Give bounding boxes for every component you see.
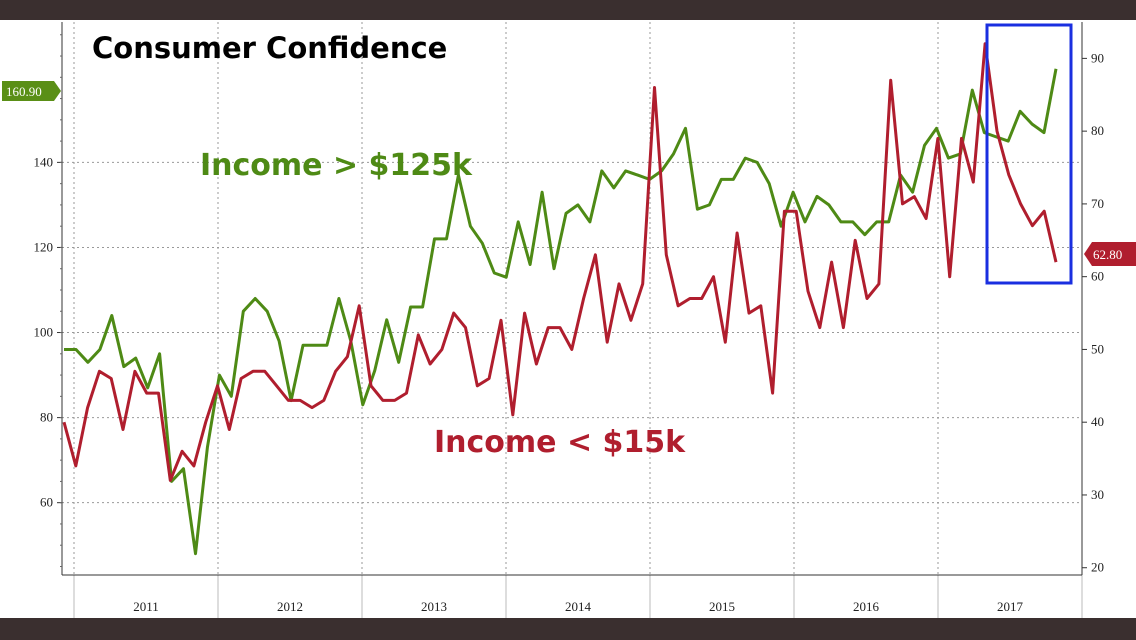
right-tick-label: 80 [1091,123,1104,138]
right-tick-label: 50 [1091,341,1104,356]
highlight-box-2017 [985,23,1073,285]
year-label: 2015 [709,599,735,614]
right-tick-label: 60 [1091,269,1104,284]
series-label-low-income: Income < $15k [434,425,686,460]
axes: 2011 2012 2013 2014 2015 2016 2017 60 80 100 120 14… [34,22,1104,618]
left-tick-label: 80 [40,410,53,425]
left-tick-label: 60 [40,495,53,510]
year-label: 2013 [421,599,447,614]
year-label: 2016 [853,599,880,614]
plot-background [0,20,1136,618]
year-label: 2014 [565,599,592,614]
left-tick-label: 120 [34,239,54,254]
left-tick-label: 100 [34,325,54,340]
chart-title: Consumer Confidence [92,31,447,65]
left-tick-label: 140 [34,154,54,169]
last-value-high-income: 160.90 [6,84,42,99]
grid [62,22,1082,575]
series-group [62,42,1058,556]
tag-shape [1084,242,1136,266]
series-line-high-income [64,68,1058,556]
year-label: 2011 [133,599,159,614]
year-label: 2017 [997,599,1024,614]
last-value-tag-low-income: 62.80 [1084,242,1136,266]
right-tick-label: 70 [1091,196,1104,211]
right-tick-label: 40 [1091,414,1104,429]
last-value-low-income: 62.80 [1093,247,1122,262]
right-tick-label: 30 [1091,487,1104,502]
last-value-tag-high-income: 160.90 [2,81,61,101]
right-tick-label: 90 [1091,50,1104,65]
right-tick-label: 20 [1091,560,1104,575]
series-label-high-income: Income > $125k [200,148,473,183]
tag-shape [2,81,61,101]
year-label: 2012 [277,599,303,614]
series-line-low-income [62,42,1058,482]
